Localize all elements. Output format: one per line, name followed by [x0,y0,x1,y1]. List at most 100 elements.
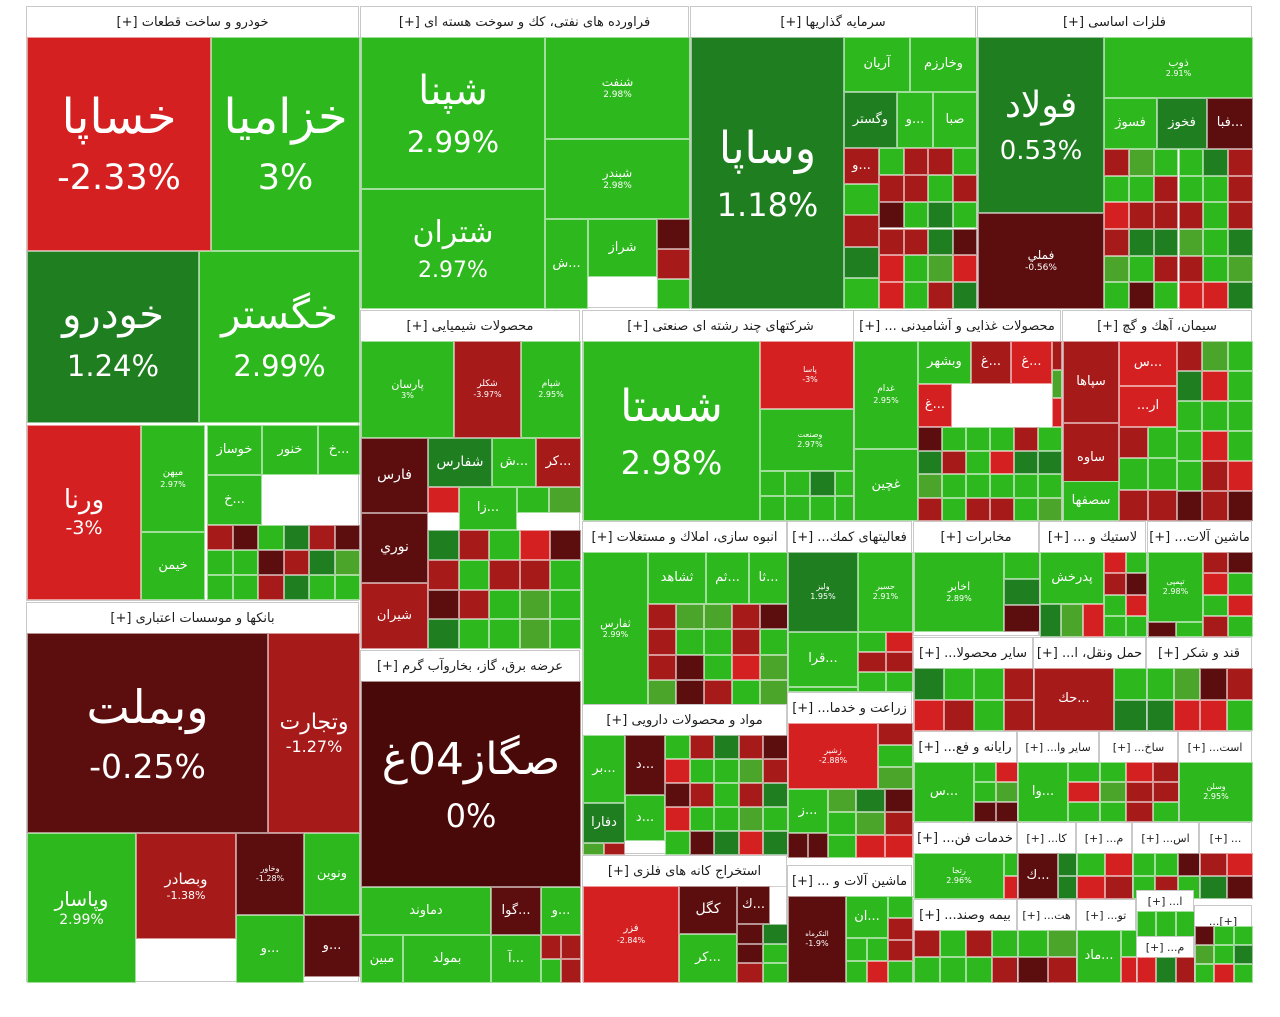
stock-tile[interactable] [1147,668,1174,700]
stock-tile[interactable] [879,174,904,202]
stock-tile[interactable] [1227,371,1253,401]
stock-tile[interactable] [334,575,360,600]
sector-header[interactable]: خدمات فن... [+] [914,823,1016,854]
stock-tile[interactable] [1175,957,1195,983]
sector-header[interactable]: شرکتهای چند رشته ای صنعتی [+] [583,311,858,342]
stock-tile[interactable]: وساپا 1.18% [691,37,844,309]
stock-tile[interactable] [760,604,788,630]
stock-tile[interactable] [888,917,913,940]
stock-tile[interactable] [1203,175,1229,203]
stock-tile[interactable] [856,789,885,812]
stock-tile[interactable] [1153,175,1179,203]
stock-tile[interactable]: بر... [583,735,625,803]
stock-tile[interactable] [704,629,732,655]
stock-tile[interactable] [1128,175,1154,203]
stock-tile[interactable] [1200,668,1227,700]
stock-tile[interactable]: گوا... [491,887,541,935]
stock-tile[interactable] [828,812,857,835]
stock-tile[interactable] [844,184,879,216]
stock-tile[interactable]: ذوب 2.91% [1104,37,1253,98]
stock-tile[interactable]: و... [844,148,879,184]
stock-tile[interactable] [1228,615,1253,637]
stock-tile[interactable] [952,148,977,175]
stock-tile[interactable] [1202,461,1228,491]
stock-tile[interactable] [258,575,284,600]
sector-header[interactable]: فراورده های نفتی، کك و سوخت هسته ای [+] [361,7,688,38]
stock-tile[interactable]: شتران 2.97% [361,189,545,309]
stock-tile[interactable] [1014,427,1038,451]
stock-tile[interactable]: خ... [207,475,262,525]
stock-tile[interactable]: نوري [361,513,428,583]
stock-tile[interactable] [944,668,974,700]
stock-tile[interactable] [1038,450,1062,474]
stock-tile[interactable] [334,550,360,575]
stock-tile[interactable] [1233,945,1253,964]
stock-tile[interactable] [1061,604,1083,637]
stock-tile[interactable] [1128,229,1154,256]
stock-tile[interactable]: پارسان 3% [361,341,454,438]
stock-tile[interactable] [867,960,888,983]
sector-header[interactable]: لاستیك و ... [+] [1040,522,1145,553]
stock-tile[interactable] [1100,762,1127,782]
stock-tile[interactable] [458,530,490,560]
sector-header[interactable]: م... [+] [1077,823,1131,854]
stock-tile[interactable] [785,471,810,496]
stock-tile[interactable] [914,699,944,731]
stock-tile[interactable]: وخارزم [910,37,977,92]
stock-tile[interactable] [828,835,857,858]
stock-tile[interactable] [1148,427,1177,459]
stock-tile[interactable]: ثفارس 2.99% [583,552,648,705]
stock-tile[interactable] [541,959,561,983]
stock-tile[interactable] [885,652,913,672]
sector-header[interactable]: است... [+] [1179,732,1251,763]
stock-tile[interactable] [428,530,459,560]
stock-tile[interactable] [942,474,966,498]
stock-tile[interactable] [689,831,715,855]
stock-tile[interactable] [856,812,885,835]
stock-tile[interactable] [760,654,788,680]
sector-header[interactable]: استخراج کانه های فلزی [+] [583,856,786,887]
stock-tile[interactable] [283,525,309,550]
stock-tile[interactable]: س... [914,762,974,822]
stock-tile[interactable]: غچین [854,449,918,521]
stock-tile[interactable] [714,783,739,807]
stock-tile[interactable] [952,228,977,256]
stock-tile[interactable] [1047,956,1077,983]
stock-tile[interactable] [914,956,940,983]
stock-tile[interactable] [1104,552,1126,574]
stock-tile[interactable]: فخوز [1157,98,1207,149]
stock-tile[interactable] [207,575,233,600]
stock-tile[interactable] [1202,491,1228,521]
stock-tile[interactable] [966,427,990,451]
stock-tile[interactable] [1148,458,1177,490]
stock-tile[interactable] [665,759,690,783]
stock-tile[interactable]: شبندر 2.98% [545,139,690,219]
stock-tile[interactable]: س... [1119,341,1177,386]
stock-tile[interactable]: ميهن 2.97% [141,425,205,532]
stock-tile[interactable] [1200,853,1227,876]
stock-tile[interactable] [1018,956,1048,983]
stock-tile[interactable] [858,672,886,692]
stock-tile[interactable] [1203,229,1229,256]
stock-tile[interactable]: غ... [918,384,952,427]
stock-tile[interactable] [1177,853,1200,876]
stock-tile[interactable] [1195,945,1215,964]
stock-tile[interactable] [309,525,335,550]
stock-tile[interactable] [458,589,490,620]
stock-tile[interactable] [1004,578,1040,606]
stock-tile[interactable] [1228,175,1253,203]
stock-tile[interactable] [1227,431,1253,461]
stock-tile[interactable]: فبا... [1207,98,1253,149]
stock-tile[interactable] [1228,594,1253,616]
stock-tile[interactable] [974,802,996,822]
stock-tile[interactable] [858,632,886,652]
stock-tile[interactable] [878,767,913,789]
stock-tile[interactable] [1038,497,1062,521]
stock-tile[interactable]: ولیز 1.95% [788,552,858,632]
sector-header[interactable]: قند و شکر [+] [1147,638,1251,669]
stock-tile[interactable] [808,833,828,858]
stock-tile[interactable]: شستا 2.98% [583,341,760,521]
stock-tile[interactable]: وا... [1018,762,1068,822]
stock-tile[interactable] [903,174,928,202]
stock-tile[interactable] [1178,255,1204,283]
